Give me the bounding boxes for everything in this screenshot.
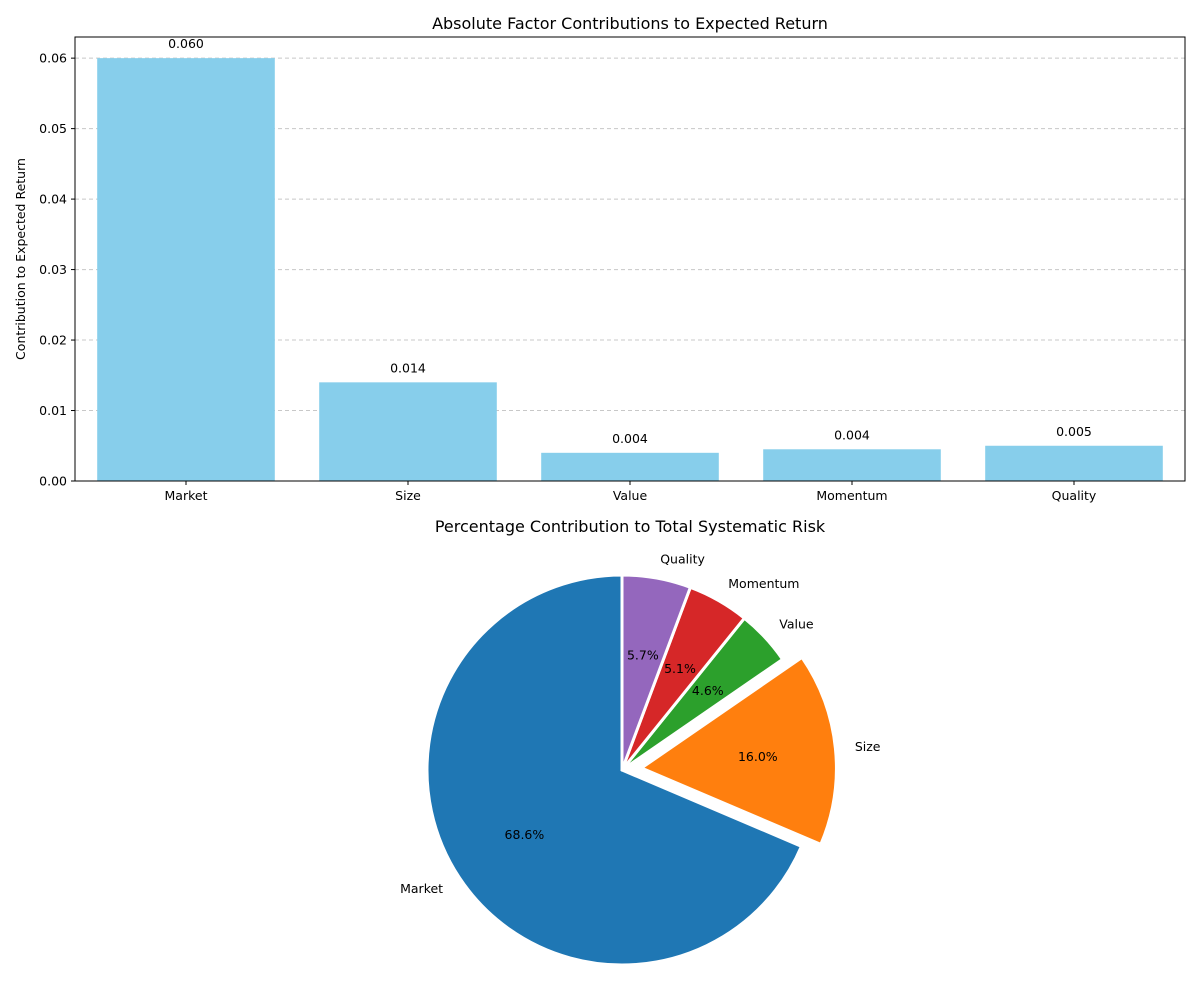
x-tick-label: Value — [613, 488, 648, 503]
bar-value-labels: 0.060 0.014 0.004 0.004 0.005 — [168, 36, 1092, 446]
y-tick-label: 0.05 — [39, 121, 67, 136]
bar-quality — [985, 445, 1163, 481]
x-axis-ticks: Market Size Value Momentum Quality — [165, 481, 1097, 503]
x-tick-label: Quality — [1052, 488, 1097, 503]
pie-label-momentum: Momentum — [728, 576, 799, 591]
bar-value-label: 0.004 — [834, 427, 870, 442]
x-tick-label: Market — [165, 488, 208, 503]
pie-pct-label: 5.7% — [627, 647, 659, 662]
bar-value-label: 0.005 — [1056, 424, 1092, 439]
pie-chart: Percentage Contribution to Total Systema… — [400, 517, 881, 967]
y-tick-label: 0.03 — [39, 262, 67, 277]
bar-chart: Absolute Factor Contributions to Expecte… — [13, 14, 1186, 503]
pie-label-quality: Quality — [660, 551, 705, 566]
bar-value-label: 0.014 — [390, 360, 426, 375]
pie-chart-title: Percentage Contribution to Total Systema… — [435, 517, 826, 536]
bar-chart-title: Absolute Factor Contributions to Expecte… — [432, 14, 828, 33]
bar-momentum — [763, 449, 941, 481]
x-tick-label: Momentum — [816, 488, 887, 503]
bar-market — [97, 58, 275, 482]
y-tick-label: 0.04 — [39, 192, 67, 207]
bar-value-label: 0.060 — [168, 36, 204, 51]
pie-slice-market — [425, 573, 803, 967]
y-axis-ticks: 0.00 0.01 0.02 0.03 0.04 0.05 0.06 — [39, 51, 75, 489]
pie-pct-label: 4.6% — [692, 683, 724, 698]
pie-label-size: Size — [855, 739, 881, 754]
bar-size — [319, 382, 497, 481]
x-tick-label: Size — [395, 488, 421, 503]
pie-label-value: Value — [779, 617, 814, 632]
y-tick-label: 0.00 — [39, 474, 67, 489]
pie-pct-label: 68.6% — [505, 827, 545, 842]
pie-slices — [425, 573, 838, 967]
pie-percentage-labels: 68.6% 16.0% 4.6% 5.1% 5.7% — [505, 647, 778, 842]
pie-category-labels: Market Size Value Momentum Quality — [400, 551, 881, 895]
pie-label-market: Market — [400, 881, 443, 896]
pie-slice-quality — [620, 573, 692, 772]
y-tick-label: 0.01 — [39, 403, 67, 418]
y-tick-label: 0.02 — [39, 333, 67, 348]
bar-chart-bars — [97, 58, 1163, 482]
pie-pct-label: 16.0% — [738, 749, 778, 764]
bar-value-label: 0.004 — [612, 431, 648, 446]
pie-slice-size — [639, 655, 838, 846]
pie-pct-label: 5.1% — [664, 661, 696, 676]
y-tick-label: 0.06 — [39, 51, 67, 66]
y-axis-label: Contribution to Expected Return — [13, 158, 28, 360]
bar-value — [541, 452, 719, 481]
